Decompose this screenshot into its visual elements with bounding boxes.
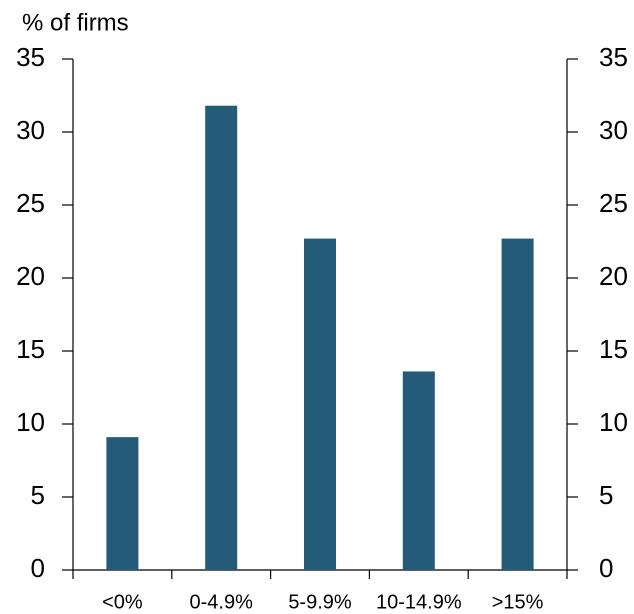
chart-title: % of firms [22,9,129,36]
y2-tick-label: 35 [599,42,628,72]
y2-tick-label: 15 [599,334,628,364]
x-tick-label: <0% [102,591,143,613]
y-tick-label: 35 [16,42,45,72]
bar [402,371,435,570]
x-tick-label: 0-4.9% [190,591,254,613]
y-tick-label: 0 [31,553,45,583]
y2-tick-label: 25 [599,188,628,218]
bar [205,105,238,570]
y-tick-label: 25 [16,188,45,218]
y-tick-label: 10 [16,407,45,437]
y-tick-label: 20 [16,261,45,291]
y2-tick-label: 5 [599,480,613,510]
y-tick-label: 15 [16,334,45,364]
y-tick-label: 5 [31,480,45,510]
y2-tick-label: 20 [599,261,628,291]
x-tick-label: 10-14.9% [376,591,462,613]
x-tick-label: 5-9.9% [288,591,352,613]
bar [501,238,534,570]
bar [304,238,336,570]
y2-tick-label: 0 [599,553,613,583]
y2-tick-label: 30 [599,115,628,145]
y2-tick-label: 10 [599,407,628,437]
bar [106,437,139,570]
x-tick-label: >15% [492,591,544,613]
y-tick-label: 30 [16,115,45,145]
